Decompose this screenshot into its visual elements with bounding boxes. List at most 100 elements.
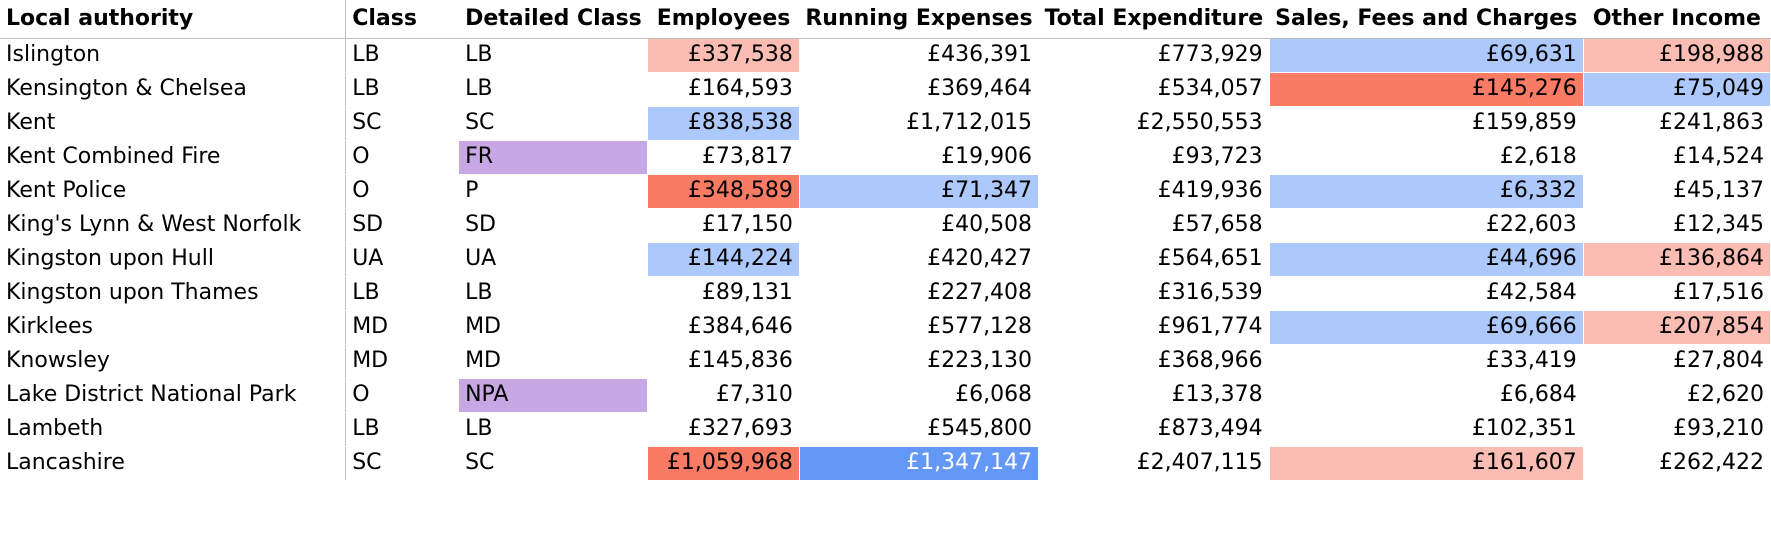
cell-detailed-class[interactable]: FR <box>459 139 648 175</box>
cell-running-expenses[interactable]: £436,391 <box>798 37 1040 73</box>
cell-employees[interactable]: £73,817 <box>647 139 800 175</box>
cell-other-income[interactable]: £12,345 <box>1582 207 1771 243</box>
cell-running-expenses[interactable]: £369,464 <box>798 71 1040 107</box>
cell-running-expenses[interactable]: £1,712,015 <box>798 105 1040 141</box>
cell-other-income[interactable]: £262,422 <box>1582 445 1771 481</box>
header-total-expenditure[interactable]: Total Expenditure <box>1038 0 1270 39</box>
cell-employees[interactable]: £17,150 <box>647 207 800 243</box>
cell-total-expenditure[interactable]: £773,929 <box>1038 37 1270 73</box>
header-local-authority[interactable]: Local authority <box>0 0 346 39</box>
cell-employees[interactable]: £89,131 <box>647 275 800 311</box>
cell-employees[interactable]: £7,310 <box>647 377 800 413</box>
cell-sales-fees-charges[interactable]: £22,603 <box>1268 207 1584 243</box>
cell-employees[interactable]: £838,538 <box>647 105 800 141</box>
cell-detailed-class[interactable]: MD <box>459 309 648 345</box>
cell-other-income[interactable]: £207,854 <box>1582 309 1771 345</box>
cell-total-expenditure[interactable]: £961,774 <box>1038 309 1270 345</box>
cell-running-expenses[interactable]: £19,906 <box>798 139 1040 175</box>
cell-total-expenditure[interactable]: £873,494 <box>1038 411 1270 447</box>
header-detailed-class[interactable]: Detailed Class <box>459 0 648 39</box>
cell-local-authority[interactable]: Kent Combined Fire <box>0 139 346 175</box>
cell-local-authority[interactable]: King's Lynn & West Norfolk <box>0 207 346 243</box>
header-other-income[interactable]: Other Income <box>1583 0 1771 39</box>
cell-detailed-class[interactable]: NPA <box>459 377 648 413</box>
cell-total-expenditure[interactable]: £534,057 <box>1038 71 1270 107</box>
cell-local-authority[interactable]: Lancashire <box>0 445 346 481</box>
cell-total-expenditure[interactable]: £419,936 <box>1038 173 1270 209</box>
cell-total-expenditure[interactable]: £13,378 <box>1038 377 1270 413</box>
header-sales-fees-charges[interactable]: Sales, Fees and Charges <box>1269 0 1584 39</box>
cell-detailed-class[interactable]: MD <box>459 343 648 379</box>
cell-local-authority[interactable]: Lambeth <box>0 411 346 447</box>
cell-class[interactable]: MD <box>345 343 460 379</box>
cell-class[interactable]: SC <box>345 445 460 481</box>
cell-local-authority[interactable]: Kensington & Chelsea <box>0 71 346 107</box>
cell-running-expenses[interactable]: £577,128 <box>798 309 1040 345</box>
cell-sales-fees-charges[interactable]: £102,351 <box>1268 411 1584 447</box>
cell-detailed-class[interactable]: P <box>459 173 648 209</box>
cell-other-income[interactable]: £241,863 <box>1582 105 1771 141</box>
cell-local-authority[interactable]: Knowsley <box>0 343 346 379</box>
cell-detailed-class[interactable]: UA <box>459 241 648 277</box>
cell-total-expenditure[interactable]: £564,651 <box>1038 241 1270 277</box>
cell-running-expenses[interactable]: £227,408 <box>798 275 1040 311</box>
cell-local-authority[interactable]: Islington <box>0 37 346 73</box>
cell-sales-fees-charges[interactable]: £42,584 <box>1268 275 1584 311</box>
cell-sales-fees-charges[interactable]: £44,696 <box>1268 241 1584 277</box>
cell-class[interactable]: MD <box>345 309 460 345</box>
cell-running-expenses[interactable]: £420,427 <box>798 241 1040 277</box>
cell-employees[interactable]: £384,646 <box>647 309 800 345</box>
cell-sales-fees-charges[interactable]: £33,419 <box>1268 343 1584 379</box>
cell-detailed-class[interactable]: LB <box>459 37 648 73</box>
cell-total-expenditure[interactable]: £2,550,553 <box>1038 105 1270 141</box>
cell-class[interactable]: LB <box>345 37 460 73</box>
cell-sales-fees-charges[interactable]: £159,859 <box>1268 105 1584 141</box>
header-running-expenses[interactable]: Running Expenses <box>799 0 1039 39</box>
cell-employees[interactable]: £337,538 <box>647 37 800 73</box>
cell-other-income[interactable]: £93,210 <box>1582 411 1771 447</box>
cell-total-expenditure[interactable]: £93,723 <box>1038 139 1270 175</box>
cell-sales-fees-charges[interactable]: £69,666 <box>1268 309 1584 345</box>
cell-class[interactable]: LB <box>345 71 460 107</box>
cell-total-expenditure[interactable]: £57,658 <box>1038 207 1270 243</box>
cell-employees[interactable]: £327,693 <box>647 411 800 447</box>
cell-other-income[interactable]: £75,049 <box>1582 71 1771 107</box>
cell-sales-fees-charges[interactable]: £161,607 <box>1268 445 1584 481</box>
cell-local-authority[interactable]: Kent Police <box>0 173 346 209</box>
cell-sales-fees-charges[interactable]: £145,276 <box>1268 71 1584 107</box>
cell-class[interactable]: O <box>345 377 460 413</box>
cell-sales-fees-charges[interactable]: £2,618 <box>1268 139 1584 175</box>
cell-detailed-class[interactable]: SC <box>459 105 648 141</box>
cell-class[interactable]: O <box>345 139 460 175</box>
cell-other-income[interactable]: £27,804 <box>1582 343 1771 379</box>
cell-detailed-class[interactable]: SC <box>459 445 648 481</box>
cell-running-expenses[interactable]: £71,347 <box>798 173 1040 209</box>
cell-local-authority[interactable]: Kent <box>0 105 346 141</box>
cell-local-authority[interactable]: Kirklees <box>0 309 346 345</box>
cell-local-authority[interactable]: Kingston upon Hull <box>0 241 346 277</box>
cell-class[interactable]: UA <box>345 241 460 277</box>
cell-total-expenditure[interactable]: £368,966 <box>1038 343 1270 379</box>
cell-other-income[interactable]: £136,864 <box>1582 241 1771 277</box>
cell-class[interactable]: SD <box>345 207 460 243</box>
cell-other-income[interactable]: £45,137 <box>1582 173 1771 209</box>
cell-employees[interactable]: £145,836 <box>647 343 800 379</box>
cell-running-expenses[interactable]: £1,347,147 <box>798 445 1040 481</box>
header-class[interactable]: Class <box>345 0 460 39</box>
cell-detailed-class[interactable]: LB <box>459 275 648 311</box>
cell-sales-fees-charges[interactable]: £6,684 <box>1268 377 1584 413</box>
cell-class[interactable]: LB <box>345 411 460 447</box>
cell-other-income[interactable]: £14,524 <box>1582 139 1771 175</box>
cell-total-expenditure[interactable]: £316,539 <box>1038 275 1270 311</box>
cell-running-expenses[interactable]: £545,800 <box>798 411 1040 447</box>
cell-local-authority[interactable]: Kingston upon Thames <box>0 275 346 311</box>
cell-employees[interactable]: £1,059,968 <box>647 445 800 481</box>
cell-other-income[interactable]: £17,516 <box>1582 275 1771 311</box>
cell-running-expenses[interactable]: £40,508 <box>798 207 1040 243</box>
cell-running-expenses[interactable]: £223,130 <box>798 343 1040 379</box>
cell-employees[interactable]: £348,589 <box>647 173 800 209</box>
cell-detailed-class[interactable]: LB <box>459 71 648 107</box>
cell-employees[interactable]: £164,593 <box>647 71 800 107</box>
cell-employees[interactable]: £144,224 <box>647 241 800 277</box>
cell-detailed-class[interactable]: LB <box>459 411 648 447</box>
